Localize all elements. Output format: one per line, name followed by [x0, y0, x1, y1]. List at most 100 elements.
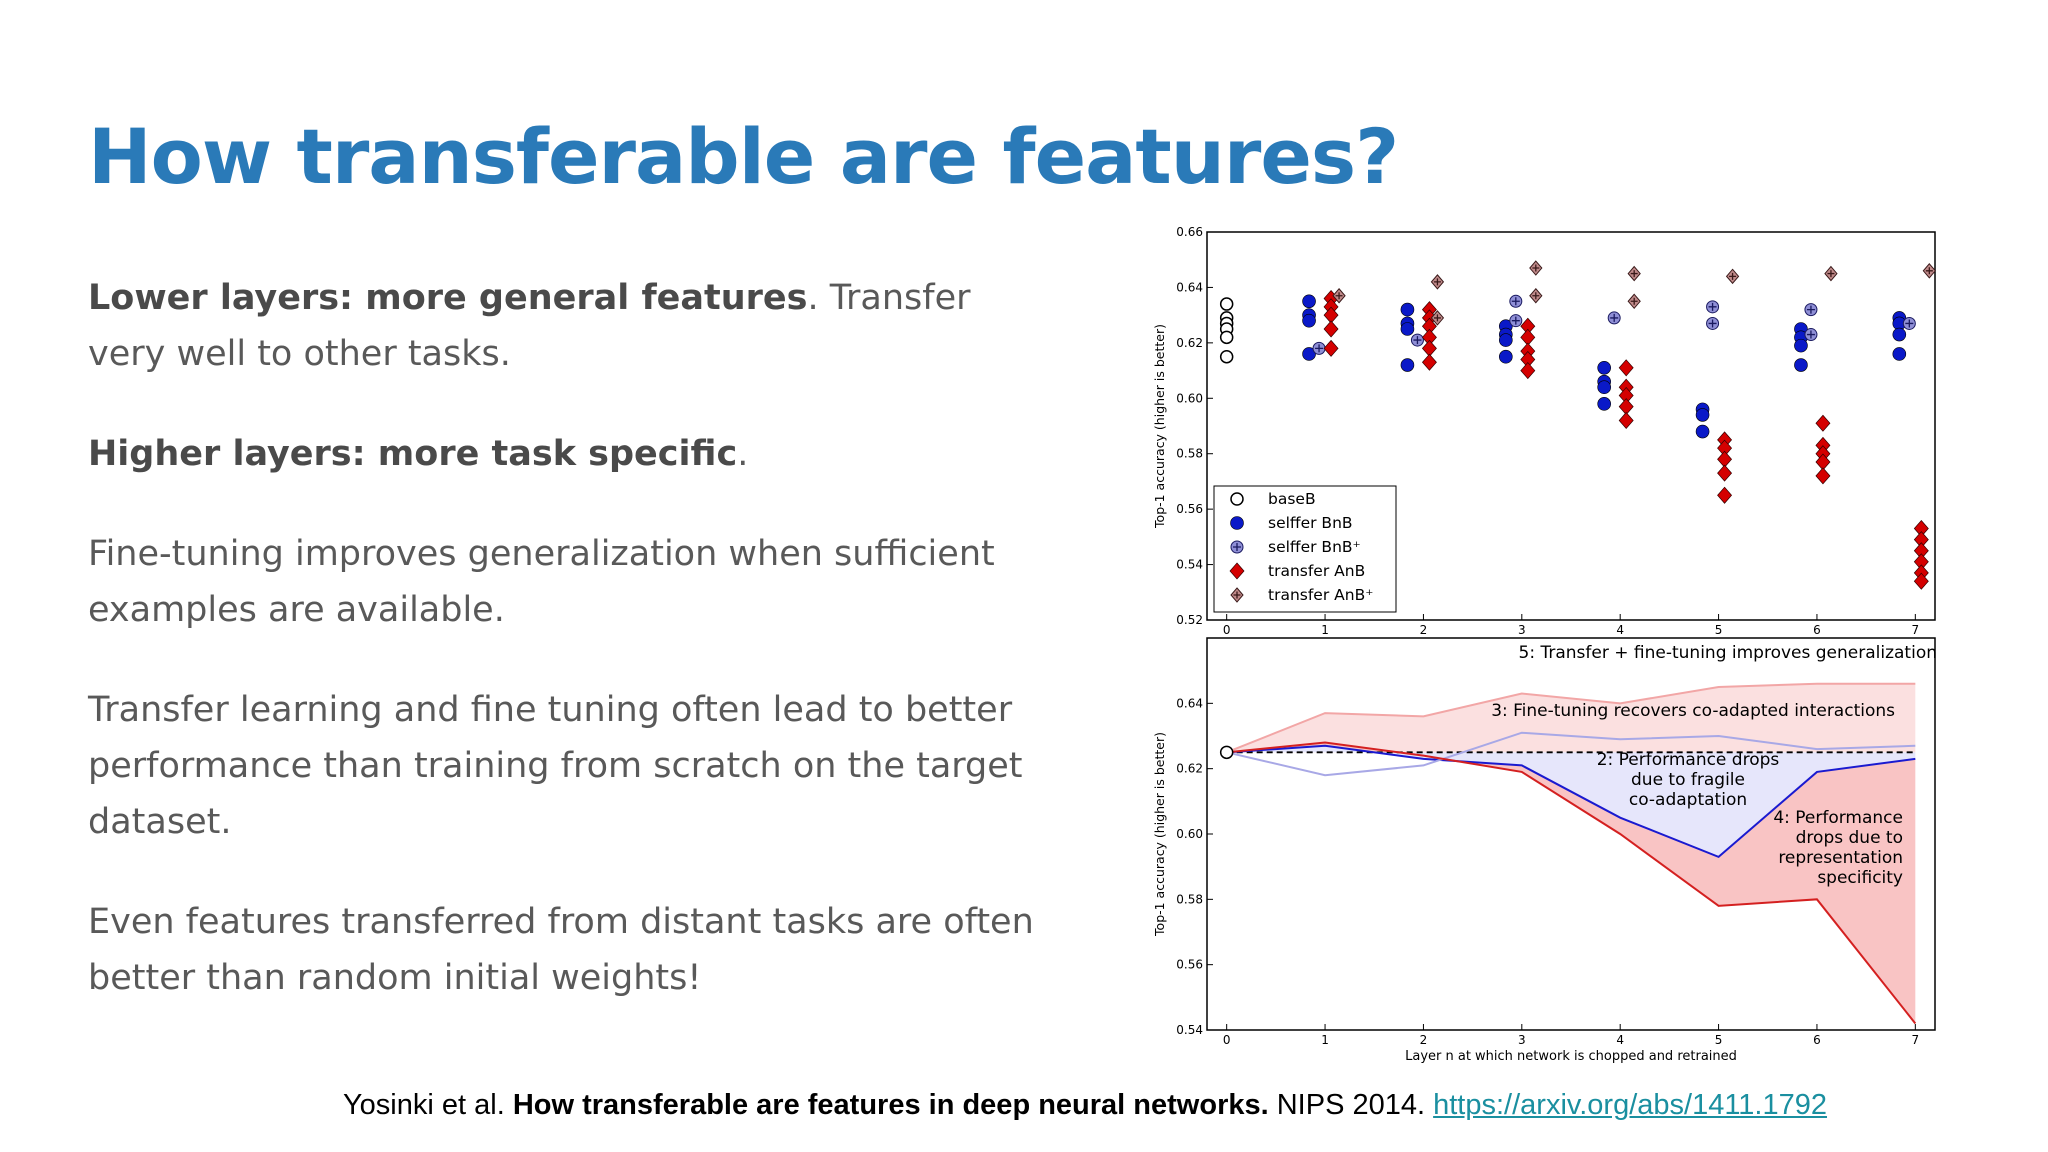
y-axis-label: Top-1 accuracy (higher is better) [1152, 732, 1167, 937]
x-tick-label: 2 [1420, 1033, 1428, 1047]
scatter-point-cross [1433, 314, 1441, 322]
base-point [1219, 745, 1234, 760]
y-tick-label: 0.64 [1176, 696, 1203, 710]
paragraph-5: Even features transferred from distant t… [88, 894, 1048, 1006]
body-text: Lower layers: more general features. Tra… [88, 270, 1048, 1050]
scatter-point-cross [1708, 302, 1717, 311]
x-tick-label: 0 [1223, 623, 1231, 637]
scatter-point [1499, 349, 1513, 364]
y-tick-label: 0.56 [1176, 958, 1203, 972]
annotation-5: 5: Transfer + fine-tuning improves gener… [1519, 643, 1937, 663]
legend-marker-cross [1233, 543, 1241, 551]
scatter-point [1400, 302, 1415, 317]
y-tick-label: 0.58 [1176, 447, 1203, 461]
y-tick-label: 0.60 [1176, 827, 1203, 841]
scatter-point-cross [1729, 272, 1737, 280]
x-tick-label: 0 [1223, 1033, 1231, 1047]
line-plot: 0 1 2 3 4 5 6 7 0.54 0.56 0.58 0.60 0.62 0.64 Top-1 ac… [1152, 637, 1937, 1064]
x-tick-label: 6 [1813, 623, 1821, 637]
band-specificity-drop [1226, 742, 1916, 1024]
scatter-point [1892, 347, 1907, 361]
scatter-point [1400, 358, 1415, 372]
y-tick-label: 0.60 [1176, 391, 1203, 405]
scatter-point [1597, 380, 1611, 394]
scatter-point [1794, 338, 1808, 353]
scatter-point [1302, 347, 1316, 361]
scatter-point [1913, 572, 1929, 590]
x-tick-label: 1 [1321, 1033, 1329, 1047]
y-tick-label: 0.52 [1176, 613, 1203, 627]
scatter-point-cross [1905, 319, 1914, 328]
scatter-point [1323, 339, 1339, 357]
x-tick-label: 2 [1420, 623, 1428, 637]
scatter-point [1302, 313, 1316, 328]
y-tick-label: 0.54 [1176, 1023, 1203, 1037]
legend-marker [1229, 562, 1245, 580]
annotation-line: 2: Performance drops [1597, 750, 1780, 770]
annotation-line: co-adaptation [1629, 790, 1747, 810]
scatter-point [1499, 333, 1513, 347]
scatter-point [1219, 349, 1234, 364]
scatter-point-cross [1806, 305, 1815, 314]
annotation-line: due to fragile [1631, 770, 1745, 790]
scatter-point [1520, 362, 1536, 380]
scatter-point [1219, 330, 1234, 345]
scatter-point-cross [1315, 344, 1324, 353]
paragraph-3: Fine-tuning improves generalization when… [88, 526, 1048, 638]
x-tick-label: 7 [1912, 1033, 1920, 1047]
paragraph-5-text: Even features transferred from distant t… [88, 902, 1034, 998]
annotation-line: drops due to [1796, 828, 1903, 848]
paragraph-2: Higher layers: more task specific. [88, 426, 1048, 482]
scatter-point [1597, 397, 1611, 411]
legend-box [1213, 485, 1397, 613]
legend-label: selffer BnB [1268, 514, 1353, 532]
annotation-line: specificity [1817, 868, 1903, 888]
scatter-point [1892, 327, 1907, 342]
citation-link[interactable]: https://arxiv.org/abs/1411.1792 [1433, 1089, 1828, 1121]
scatter-point [1323, 320, 1339, 338]
scatter-point [1302, 294, 1316, 309]
paragraph-1-text: . Transfer very well to other tasks. [88, 278, 971, 374]
paragraph-2-text: . [737, 434, 749, 474]
y-tick-label: 0.54 [1176, 558, 1203, 572]
legend-label: baseB [1268, 490, 1316, 508]
x-tick-label: 4 [1616, 1033, 1624, 1047]
annotation-line: 4: Performance [1773, 808, 1903, 828]
paragraph-1: Lower layers: more general features. Tra… [88, 270, 1048, 382]
y-axis-label: Top-1 accuracy (higher is better) [1152, 324, 1167, 529]
y-tick-label: 0.66 [1176, 225, 1203, 239]
band-finetune-gain [1226, 683, 1916, 753]
scatter-point-cross [1925, 267, 1933, 275]
scatter-point [1717, 464, 1733, 482]
scatter-point [1421, 353, 1437, 371]
citation-venue: NIPS 2014. [1268, 1089, 1434, 1121]
scatter-point-cross [1413, 336, 1422, 345]
y-tick-label: 0.64 [1176, 280, 1203, 294]
scatter-point [1695, 408, 1710, 422]
scatter-point [1695, 424, 1710, 439]
legend-marker [1230, 516, 1244, 530]
scatter-point [1219, 297, 1234, 311]
slide-title: How transferable are features? [88, 112, 1399, 201]
legend-label: transfer AnB [1268, 562, 1365, 580]
citation-paper: How transferable are features in deep ne… [512, 1089, 1269, 1121]
paragraph-4-text: Transfer learning and fine tuning often … [88, 690, 1023, 842]
legend-marker-cross [1233, 591, 1241, 599]
annotation-2: 2: Performance drops due to fragile co-ada… [1597, 750, 1780, 810]
legend-label: selffer BnB⁺ [1268, 538, 1361, 556]
y-tick-label: 0.62 [1176, 762, 1203, 776]
scatter-point [1815, 467, 1831, 485]
scatter-point-cross [1433, 278, 1441, 286]
scatter-point [1400, 322, 1415, 336]
band-coadaptation-drop [1226, 745, 1916, 857]
x-tick-label: 3 [1518, 1033, 1526, 1047]
scatter-point-cross [1806, 330, 1815, 339]
x-tick-label: 5 [1715, 1033, 1723, 1047]
legend-marker [1230, 492, 1244, 506]
scatter-point-cross [1827, 270, 1835, 278]
scatter-point-cross [1335, 292, 1343, 300]
x-axis-label: Layer n at which network is chopped and … [1405, 1049, 1737, 1064]
legend: baseB selffer BnB selffer BnB⁺ transfer AnB… [1213, 485, 1397, 613]
plot-frame [1206, 231, 1936, 621]
annotation-line: representation [1778, 848, 1903, 868]
